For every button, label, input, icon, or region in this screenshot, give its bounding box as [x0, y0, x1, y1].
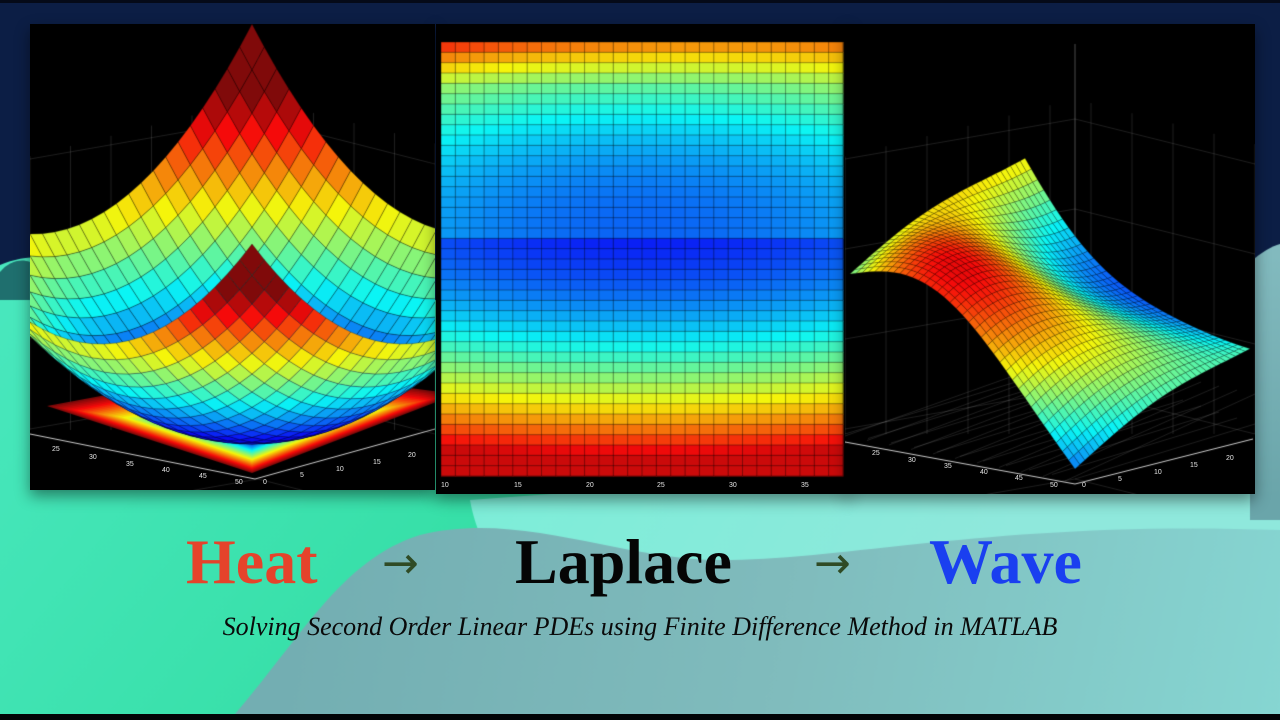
heat-x-tick: 0: [263, 479, 267, 486]
laplace-x-tick: 25: [657, 482, 665, 489]
heat-y-tick: 35: [126, 461, 134, 468]
title-laplace: Laplace: [515, 526, 732, 597]
heat-x-tick: 15: [373, 459, 381, 466]
wave-surface-canvas: [845, 24, 1255, 494]
wave-y-tick: 25: [872, 450, 880, 457]
laplace-x-tick: 10: [441, 482, 449, 489]
heat-surface-canvas: [30, 24, 435, 490]
laplace-x-tick: 20: [586, 482, 594, 489]
laplace-x-tick: 30: [729, 482, 737, 489]
title-wave: Wave: [929, 526, 1082, 597]
heat-y-tick: 45: [199, 473, 207, 480]
right-arrow-icon: →: [382, 538, 419, 589]
title-heat: Heat: [186, 526, 318, 597]
heat-x-tick: 10: [336, 466, 344, 473]
wave-x-tick: 10: [1154, 469, 1162, 476]
wave-surface-plot: 25 30 35 40 45 50 0 5 10 15 20: [845, 24, 1255, 494]
wave-y-tick: 40: [980, 469, 988, 476]
heat-y-tick: 25: [52, 446, 60, 453]
laplace-x-tick: 15: [514, 482, 522, 489]
wave-x-tick: 0: [1082, 482, 1086, 489]
heat-x-tick: 20: [408, 452, 416, 459]
wave-y-tick: 45: [1015, 475, 1023, 482]
laplace-heatmap-plot: 10 15 20 25 30 35: [436, 24, 850, 494]
wave-x-tick: 15: [1190, 462, 1198, 469]
subtitle: Solving Second Order Linear PDEs using F…: [222, 612, 1058, 641]
title-row: Heat → Laplace → Wave: [0, 522, 1280, 602]
wave-y-tick: 35: [944, 463, 952, 470]
heat-x-tick: 5: [300, 472, 304, 479]
heat-surface-plot: 25 30 35 40 45 50 0 5 10 15 20: [30, 24, 435, 490]
top-border: [0, 0, 1280, 3]
heat-y-tick: 40: [162, 467, 170, 474]
heat-y-tick: 50: [235, 479, 243, 486]
wave-x-tick: 5: [1118, 476, 1122, 483]
right-arrow-icon: →: [814, 538, 851, 589]
wave-x-tick: 20: [1226, 455, 1234, 462]
laplace-x-tick: 35: [801, 482, 809, 489]
heat-y-tick: 30: [89, 454, 97, 461]
wave-y-tick: 30: [908, 457, 916, 464]
bottom-border: [0, 714, 1280, 720]
laplace-heatmap-canvas: [436, 24, 850, 494]
wave-y-tick: 50: [1050, 482, 1058, 489]
